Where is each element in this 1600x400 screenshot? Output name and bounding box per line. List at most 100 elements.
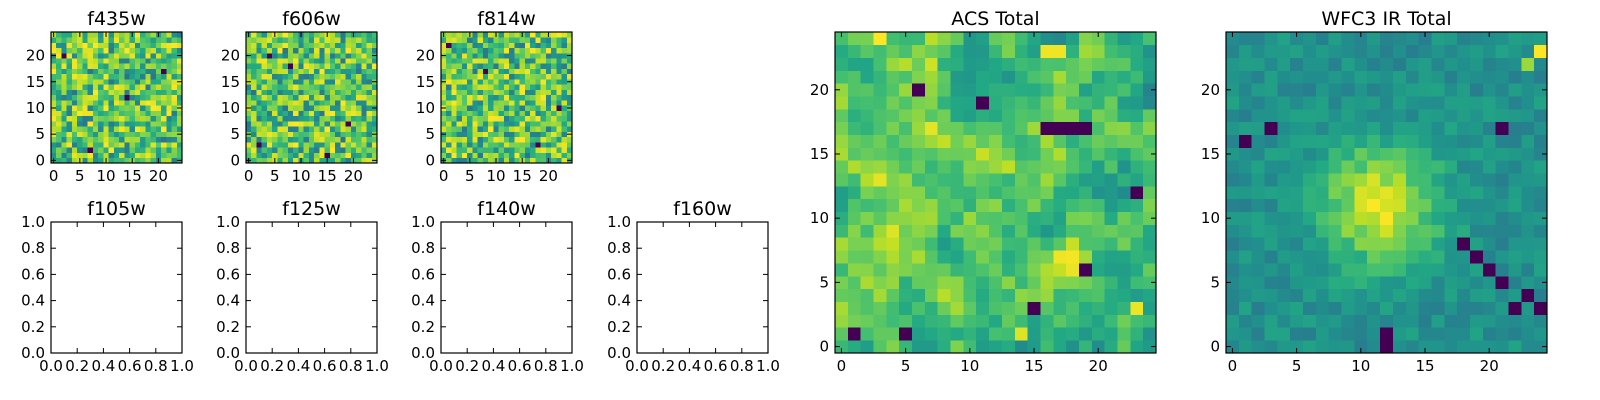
heatmap-cell <box>899 237 913 251</box>
heatmap-cell <box>441 152 447 159</box>
heatmap-cell <box>303 42 310 49</box>
heatmap-cell <box>71 89 78 96</box>
heatmap-cell <box>371 94 378 101</box>
heatmap-cell <box>899 198 913 213</box>
heatmap-cell <box>467 84 473 90</box>
heatmap-cell <box>873 198 887 213</box>
heatmap-cell <box>1251 121 1265 136</box>
heatmap-cell <box>1521 96 1535 110</box>
heatmap-cell <box>912 134 926 148</box>
heatmap-cell <box>161 58 167 64</box>
heatmap-cell <box>256 58 263 64</box>
heatmap-cell <box>556 52 562 59</box>
heatmap-cell <box>366 73 373 80</box>
heatmap-cell <box>488 105 494 111</box>
y-tick-label: 0 <box>819 338 829 356</box>
heatmap-cell <box>103 100 109 106</box>
heatmap-cell <box>1444 250 1458 264</box>
heatmap-cell <box>324 110 331 117</box>
panel-title: f125w <box>282 198 341 220</box>
heatmap-cell <box>488 157 494 164</box>
heatmap-cell <box>171 63 178 69</box>
heatmap-cell <box>1001 134 1016 148</box>
heatmap-cell <box>61 63 68 69</box>
heatmap-cell <box>155 94 162 101</box>
heatmap-cell <box>1027 70 1041 84</box>
heatmap-cell <box>1053 44 1067 58</box>
heatmap-cell <box>98 136 104 143</box>
heatmap-cell <box>551 68 557 75</box>
heatmap-cell <box>456 37 463 43</box>
heatmap-cell <box>166 110 172 117</box>
heatmap-cell <box>1495 134 1509 148</box>
heatmap-cell <box>519 131 526 138</box>
heatmap-cell <box>251 89 257 96</box>
heatmap-cell <box>171 110 178 117</box>
heatmap-cell <box>514 79 520 85</box>
heatmap-cell <box>451 115 458 122</box>
heatmap-cell <box>345 131 352 138</box>
heatmap-cell <box>1226 83 1240 97</box>
heatmap-cell <box>61 73 68 80</box>
heatmap-cell <box>1014 121 1028 136</box>
heatmap-cell <box>61 121 68 127</box>
heatmap-cell <box>303 84 310 90</box>
heatmap-cell <box>1392 109 1407 123</box>
heatmap-cell <box>366 152 373 159</box>
heatmap-cell <box>524 58 531 64</box>
heatmap-cell <box>124 73 130 80</box>
heatmap-cell <box>113 68 120 75</box>
heatmap-cell <box>451 157 458 164</box>
heatmap-cell <box>886 83 900 97</box>
heatmap-cell <box>514 147 520 153</box>
heatmap-cell <box>835 57 849 71</box>
heatmap-cell <box>66 115 73 122</box>
heatmap-cell <box>540 47 547 54</box>
heatmap-cell <box>1117 288 1131 302</box>
heatmap-cell <box>1495 83 1509 97</box>
heatmap-cell <box>166 142 172 148</box>
heatmap-cell <box>1315 288 1330 302</box>
heatmap-cell <box>556 37 562 43</box>
heatmap-cell <box>166 136 172 143</box>
heatmap-cell <box>256 94 263 101</box>
heatmap-cell <box>356 84 362 90</box>
heatmap-cell <box>61 47 68 54</box>
heatmap-cell <box>461 126 468 132</box>
heatmap-cell <box>1104 134 1118 148</box>
heatmap-cell <box>886 160 900 174</box>
heatmap-cell <box>1457 288 1471 302</box>
heatmap-cell <box>524 157 531 164</box>
heatmap-cell <box>287 32 294 38</box>
heatmap-cell <box>467 63 473 69</box>
heatmap-cell <box>282 152 289 159</box>
heatmap-cell <box>451 105 458 111</box>
heatmap-cell <box>56 58 62 64</box>
heatmap-cell <box>1104 44 1118 58</box>
heatmap-cell <box>1117 263 1131 277</box>
heatmap-cell <box>561 157 568 164</box>
heatmap-cell <box>335 37 341 43</box>
heatmap-cell <box>937 250 951 264</box>
x-tick-label: 0.4 <box>91 357 115 375</box>
heatmap-cell <box>1290 96 1304 110</box>
heatmap-cell <box>1341 57 1355 71</box>
heatmap-cell <box>886 70 900 84</box>
heatmap-cell <box>441 47 447 54</box>
heatmap-cell <box>340 142 346 148</box>
heatmap-cell <box>282 136 289 143</box>
heatmap-cell <box>847 301 861 315</box>
heatmap-cell <box>912 250 926 264</box>
heatmap-cell <box>1303 288 1317 302</box>
heatmap-cell <box>976 224 990 238</box>
heatmap-cell <box>950 340 964 354</box>
heatmap-cell <box>87 142 94 148</box>
heatmap-cell <box>1143 263 1157 277</box>
heatmap-cell <box>456 79 463 85</box>
heatmap-cell <box>1066 44 1080 58</box>
heatmap-cell <box>1469 96 1484 110</box>
heatmap-cell <box>482 110 489 117</box>
heatmap-cell <box>261 32 268 38</box>
heatmap-cell <box>456 58 463 64</box>
